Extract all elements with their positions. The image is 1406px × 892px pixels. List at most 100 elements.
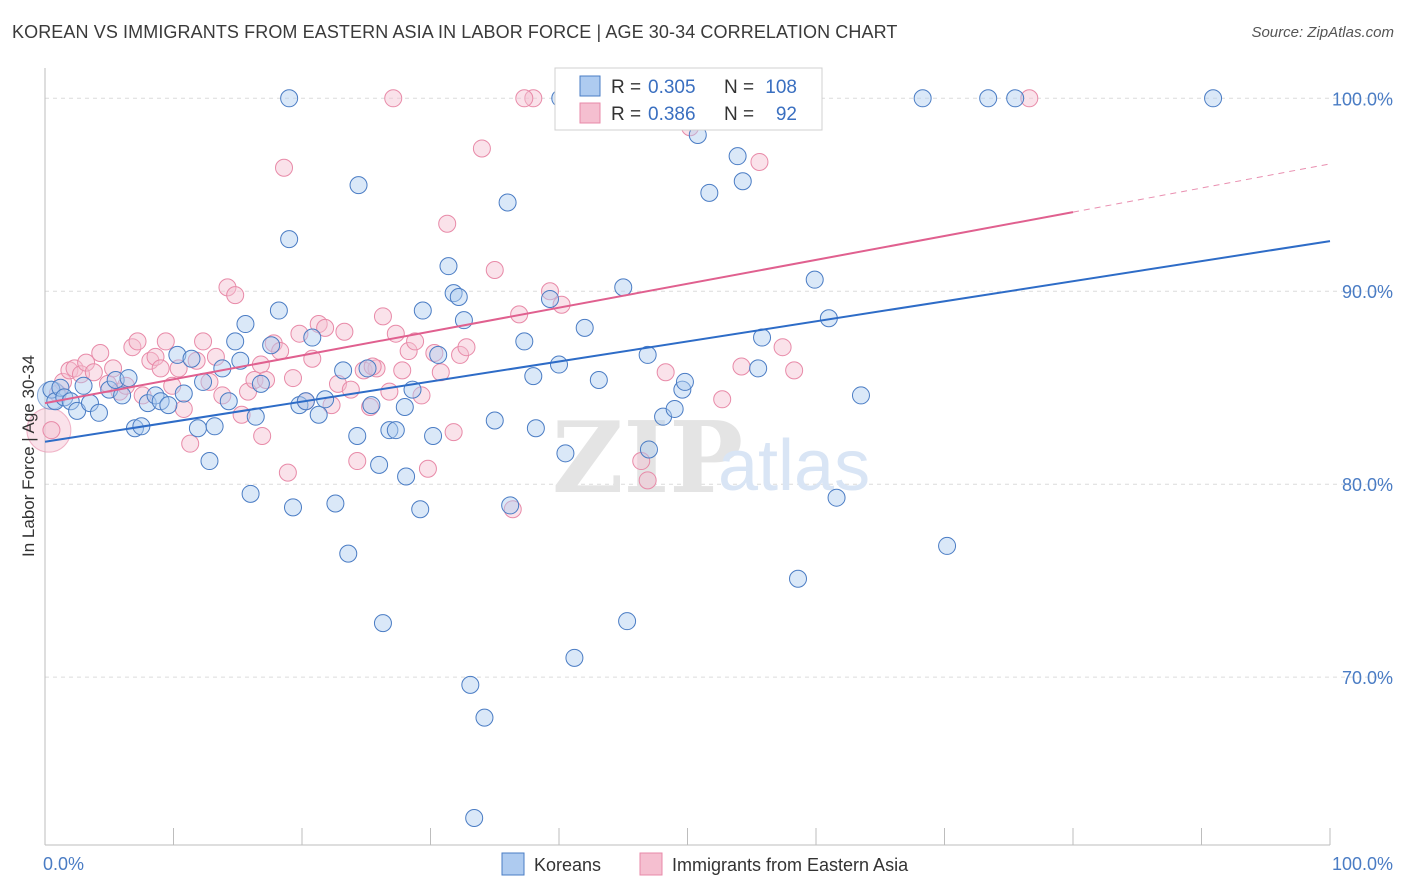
stats-swatch-immigrants [579,102,601,124]
data-point-koreans [501,496,520,515]
data-point-koreans [411,500,430,519]
data-point-koreans [358,359,377,378]
legend-label-koreans: Koreans [534,855,601,875]
data-point-koreans [182,349,201,368]
data-point-koreans [397,467,416,486]
data-point-koreans [280,89,299,108]
data-point-immigrants [91,343,110,362]
data-point-koreans [194,372,213,391]
data-point-koreans [309,405,328,424]
y-tick-label: 100.0% [1332,89,1393,109]
stats-r-value-koreans: 0.305 [648,77,696,98]
data-point-koreans [1006,89,1025,108]
y-tick-label: 70.0% [1342,668,1393,688]
data-point-immigrants [84,363,103,382]
data-point-immigrants [451,345,470,364]
data-point-koreans [851,386,870,405]
data-point-koreans [241,484,260,503]
data-point-immigrants [218,278,237,297]
data-point-koreans [827,488,846,507]
data-point-immigrants [181,434,200,453]
data-point-immigrants-cluster [26,407,72,453]
data-point-koreans [638,345,657,364]
data-point-koreans [639,440,658,459]
data-point-immigrants [174,399,193,418]
data-point-koreans [386,421,405,440]
data-point-immigrants [541,282,560,301]
data-point-immigrants [275,158,294,177]
stats-swatch-koreans [579,75,601,97]
data-point-koreans [461,675,480,694]
data-point-immigrants [472,139,491,158]
data-point-koreans [485,411,504,430]
data-point-koreans [913,89,932,108]
axes: 0.0% 100.0% [43,68,1393,874]
y-tick-label: 90.0% [1342,282,1393,302]
data-point-koreans [498,193,517,212]
data-point-koreans [349,176,368,195]
stats-n-value-koreans: 108 [765,77,797,98]
data-point-koreans [733,172,752,191]
trend-lines [44,163,1331,443]
data-point-immigrants [515,89,534,108]
data-point-koreans [89,403,108,422]
data-point-immigrants [399,342,418,361]
data-point-immigrants [253,426,272,445]
data-point-koreans [334,361,353,380]
data-point-immigrants [750,152,769,171]
data-point-immigrants [438,214,457,233]
data-point-koreans [465,808,484,827]
data-point-immigrants [156,332,175,351]
stats-r-label-immigrants: R = [611,104,641,125]
data-point-immigrants [418,459,437,478]
trend-line-koreans [44,240,1331,443]
data-point-immigrants [151,359,170,378]
watermark-zip: ZIP [552,401,743,516]
data-point-koreans [280,230,299,249]
data-point-koreans [326,494,345,513]
data-point-koreans [515,332,534,351]
stats-box: R = 0.305 N = 108 R = 0.386 N = 92 [554,67,823,131]
data-point-immigrants [42,421,61,440]
data-point-koreans [439,257,458,276]
data-point-immigrants [732,357,751,376]
data-point-immigrants [316,318,335,337]
data-point-koreans [205,417,224,436]
data-point-koreans [524,367,543,386]
data-point-immigrants [773,338,792,357]
data-point-koreans [1204,89,1223,108]
series-immigrants-points [26,89,1039,519]
data-point-koreans [119,369,138,388]
legend-swatch-immigrants [639,852,663,876]
data-point-koreans [449,288,468,307]
data-point-koreans [938,536,957,555]
data-point-immigrants [373,307,392,326]
data-point-immigrants [656,363,675,382]
data-point-immigrants [128,332,147,351]
data-point-koreans [113,386,132,405]
data-point-immigrants [412,386,431,405]
data-point-immigrants [104,359,123,378]
data-point-immigrants [713,390,732,409]
data-point-immigrants [384,89,403,108]
data-point-koreans [749,359,768,378]
data-point-immigrants [393,361,412,380]
data-point-immigrants [194,332,213,351]
data-point-koreans [789,569,808,588]
legend-label-immigrants: Immigrants from Eastern Asia [672,855,909,875]
data-point-immigrants [206,347,225,366]
x-tick-label-max: 100.0% [1332,854,1393,874]
stats-r-value-immigrants: 0.386 [648,104,696,125]
data-point-koreans [236,315,255,334]
data-point-koreans [339,544,358,563]
data-point-koreans [614,278,633,297]
stats-r-label-koreans: R = [611,77,641,98]
data-point-immigrants [77,353,96,372]
stats-n-label-koreans: N = [724,77,754,98]
data-point-koreans [424,426,443,445]
data-point-koreans [665,399,684,418]
data-point-koreans [168,345,187,364]
data-point-koreans [589,370,608,389]
data-point-koreans [159,396,178,415]
